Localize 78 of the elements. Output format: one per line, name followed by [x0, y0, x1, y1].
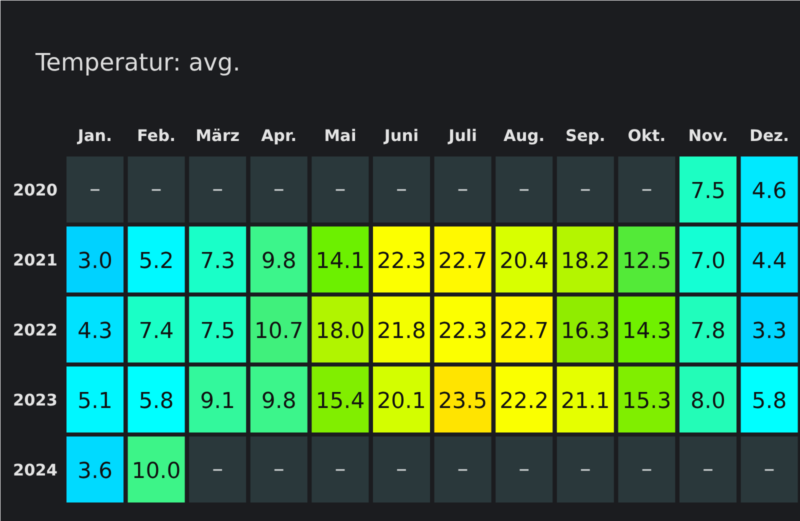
x-tick-label: Sep.: [565, 126, 606, 145]
data-label: 14.3: [622, 319, 672, 344]
data-label: 7.4: [138, 319, 174, 344]
x-tick-label: Mai: [324, 126, 356, 145]
data-label: 22.7: [438, 249, 488, 274]
x-tick-label: Nov.: [688, 126, 728, 145]
data-label: 10.0: [132, 459, 181, 484]
data-label: 14.1: [316, 249, 365, 274]
x-tick-label: Apr.: [261, 126, 297, 145]
data-label: 21.1: [560, 389, 610, 414]
data-label: 3.6: [78, 459, 113, 484]
data-label: 8.0: [690, 389, 726, 414]
data-label: 18.0: [316, 319, 365, 344]
text: –: [212, 177, 224, 202]
text: –: [457, 177, 468, 202]
text: –: [334, 177, 346, 202]
x-tick-label: Okt.: [628, 126, 666, 145]
data-label: 7.5: [200, 319, 236, 344]
data-label: 18.2: [560, 249, 610, 274]
data-label: 3.0: [78, 249, 113, 274]
text: –: [334, 457, 346, 482]
x-tick-label: Dez.: [750, 126, 790, 145]
data-label: 22.2: [500, 389, 549, 414]
data-label: 20.1: [377, 389, 426, 414]
data-label: 22.3: [377, 249, 426, 274]
x-tick-label: Aug.: [503, 126, 545, 145]
y-tick-label: 2023: [12, 390, 58, 410]
data-label: 21.8: [377, 319, 426, 344]
text: –: [518, 177, 530, 202]
text: –: [150, 177, 162, 202]
text: –: [90, 177, 100, 202]
data-label: 5.8: [752, 389, 787, 414]
data-label: 7.5: [690, 179, 726, 204]
data-label: 12.5: [622, 249, 672, 274]
data-label: 22.7: [500, 319, 549, 344]
data-label: 7.0: [690, 249, 726, 274]
data-label: 20.4: [500, 249, 549, 274]
data-label: 7.8: [690, 319, 726, 344]
data-label: 7.3: [200, 249, 236, 274]
chart-title: Temperatur: avg.: [34, 48, 240, 76]
x-tick-label: Jan.: [76, 126, 112, 145]
y-tick-label: 2024: [12, 460, 58, 480]
data-label: 5.8: [138, 389, 174, 414]
data-label: 3.3: [752, 319, 787, 344]
data-label: 15.4: [316, 389, 365, 414]
text: –: [580, 457, 591, 482]
x-tick-label: Juni: [383, 126, 419, 145]
text: –: [457, 457, 468, 482]
text: –: [641, 457, 652, 482]
x-tick-label: Juli: [448, 126, 477, 145]
data-label: 15.3: [622, 389, 672, 414]
text: –: [212, 457, 224, 482]
text: –: [580, 177, 591, 202]
data-label: 10.7: [254, 319, 304, 344]
data-label: 9.8: [261, 389, 296, 414]
data-label: 22.3: [438, 319, 488, 344]
data-label: 5.2: [138, 249, 174, 274]
x-tick-label: Feb.: [136, 126, 176, 145]
data-label: 4.3: [78, 319, 113, 344]
x-tick-label: März: [196, 126, 240, 145]
text: –: [518, 457, 530, 482]
text: –: [396, 177, 407, 202]
y-tick-label: 2021: [12, 250, 58, 270]
y-tick-label: 2022: [12, 320, 58, 340]
y-tick-label: 2020: [12, 180, 58, 200]
text: –: [764, 457, 775, 482]
data-label: 4.4: [752, 249, 787, 274]
data-label: 9.8: [261, 249, 296, 274]
text: –: [273, 177, 284, 202]
data-label: 9.1: [200, 389, 236, 414]
text: –: [641, 177, 652, 202]
text: –: [702, 457, 714, 482]
text: –: [273, 457, 284, 482]
data-label: 16.3: [560, 319, 610, 344]
data-label: 5.1: [78, 389, 113, 414]
data-label: 4.6: [752, 179, 787, 204]
data-label: 23.5: [438, 389, 488, 414]
text: –: [396, 457, 407, 482]
